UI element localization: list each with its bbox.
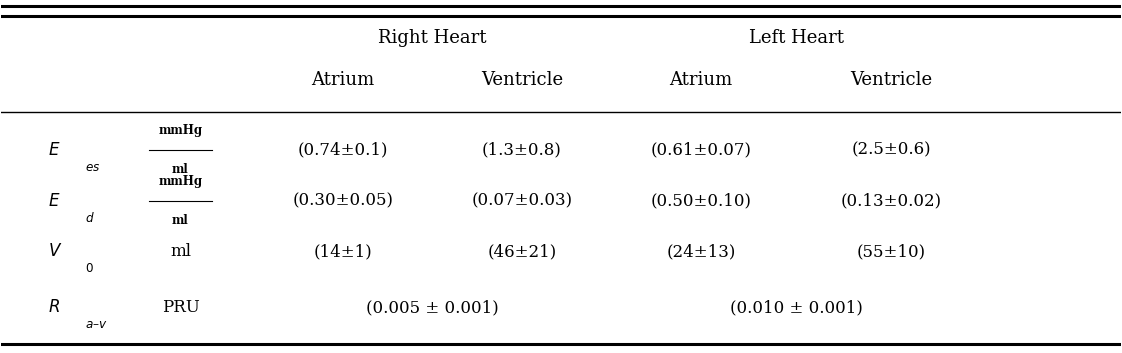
Text: (0.07±0.03): (0.07±0.03) [471,192,572,210]
Text: (0.74±0.1): (0.74±0.1) [297,142,388,159]
Text: (46±21): (46±21) [487,243,557,260]
Text: $E$: $E$ [48,142,61,159]
Text: (55±10): (55±10) [856,243,926,260]
Text: mmHg: mmHg [158,125,203,137]
Text: (0.50±0.10): (0.50±0.10) [651,192,752,210]
Text: ml: ml [169,243,191,260]
Text: $E$: $E$ [48,192,61,210]
Text: Atrium: Atrium [311,71,375,89]
Text: ml: ml [172,214,188,227]
Text: (0.005 ± 0.001): (0.005 ± 0.001) [366,299,498,316]
Text: $V$: $V$ [48,243,63,260]
Text: Right Heart: Right Heart [378,29,487,47]
Text: ml: ml [172,163,188,176]
Text: (2.5±0.6): (2.5±0.6) [852,142,931,159]
Text: $R$: $R$ [48,299,61,316]
Text: Left Heart: Left Heart [748,29,844,47]
Text: Ventricle: Ventricle [850,71,932,89]
Text: $0$: $0$ [85,262,94,275]
Text: (0.61±0.07): (0.61±0.07) [651,142,752,159]
Text: PRU: PRU [162,299,200,316]
Text: $d$: $d$ [85,211,95,225]
Text: mmHg: mmHg [158,175,203,188]
Text: (0.13±0.02): (0.13±0.02) [840,192,941,210]
Text: (0.30±0.05): (0.30±0.05) [292,192,393,210]
Text: $a–v$: $a–v$ [85,318,108,331]
Text: $es$: $es$ [85,161,101,174]
Text: (0.010 ± 0.001): (0.010 ± 0.001) [729,299,863,316]
Text: (14±1): (14±1) [313,243,373,260]
Text: Atrium: Atrium [670,71,733,89]
Text: (1.3±0.8): (1.3±0.8) [481,142,562,159]
Text: Ventricle: Ventricle [480,71,563,89]
Text: (24±13): (24±13) [666,243,736,260]
